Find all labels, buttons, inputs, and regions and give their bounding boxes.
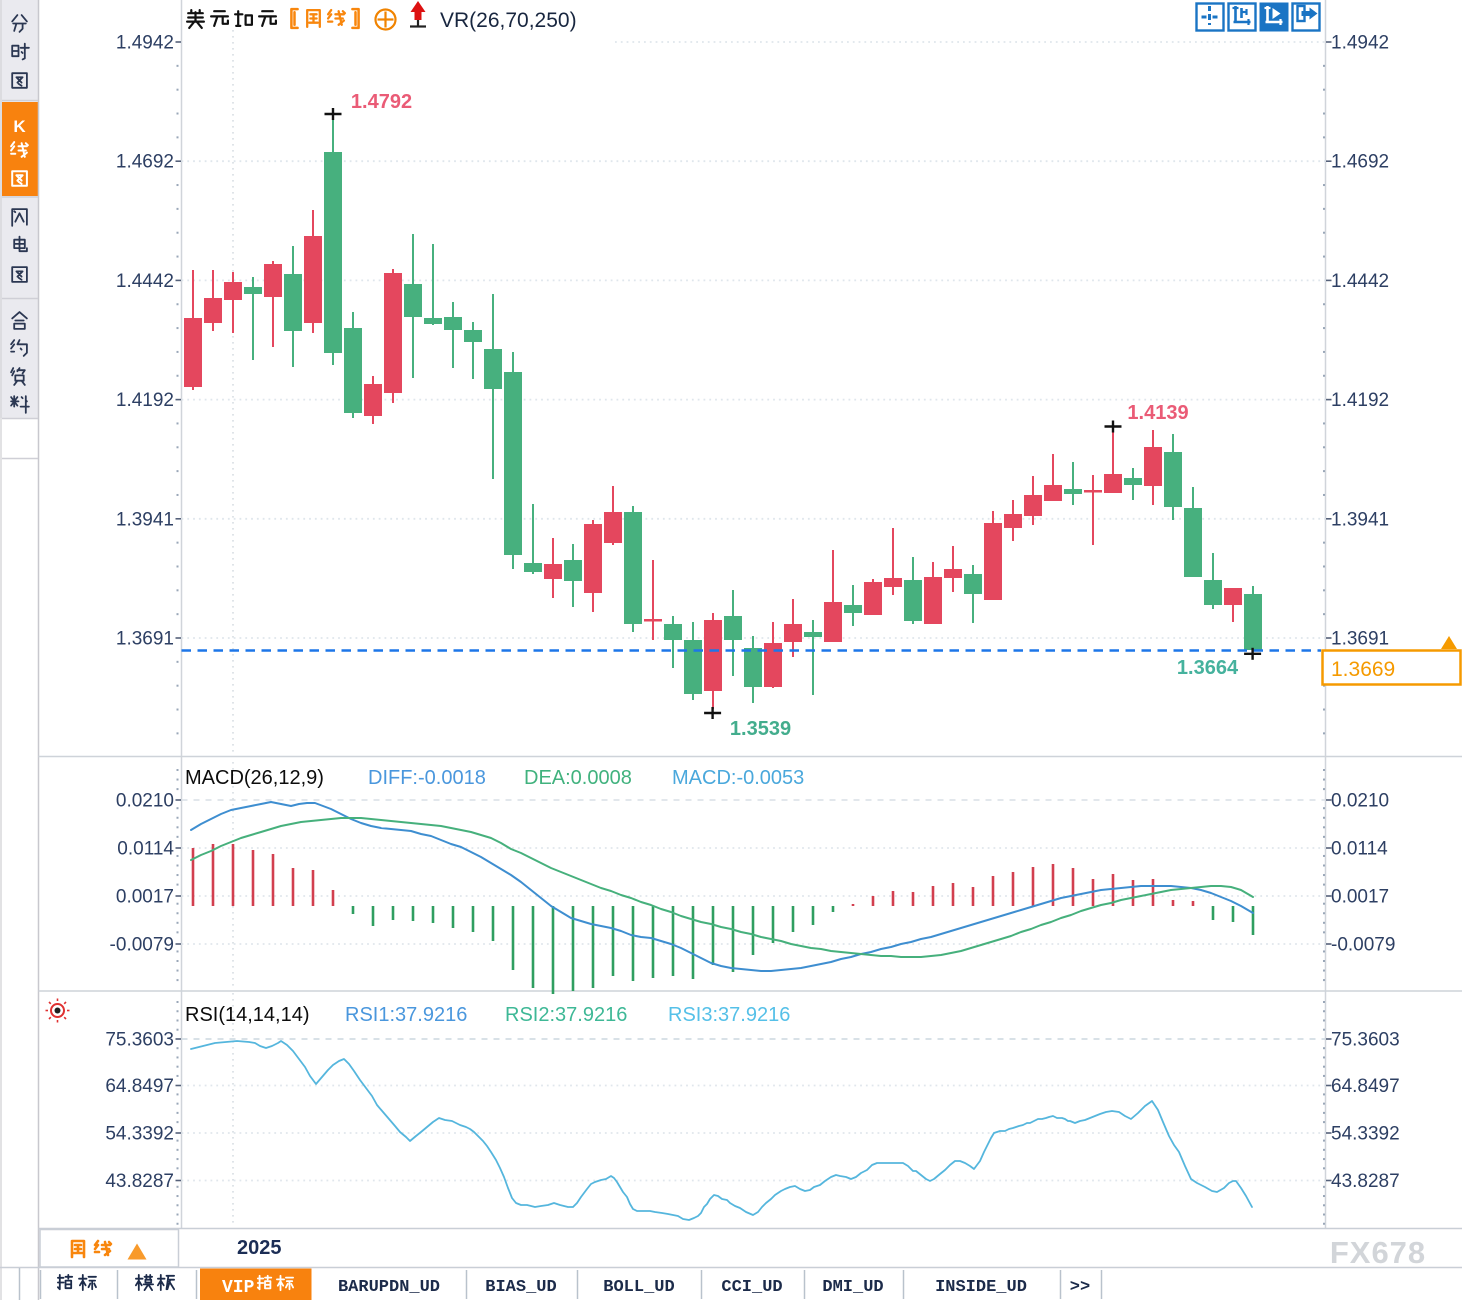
svg-text:1.3669: 1.3669 (1331, 658, 1395, 681)
svg-text:0.0017: 0.0017 (116, 887, 174, 908)
svg-text:1.4192: 1.4192 (1331, 390, 1389, 411)
svg-text:1.3941: 1.3941 (116, 509, 174, 530)
svg-text:1.4192: 1.4192 (116, 390, 174, 411)
svg-text:DMI_UD: DMI_UD (822, 1278, 883, 1297)
svg-text:1.3539: 1.3539 (730, 718, 791, 740)
svg-text:1.4942: 1.4942 (116, 33, 174, 54)
svg-text:75.3603: 75.3603 (1331, 1030, 1400, 1051)
svg-text:1.3691: 1.3691 (1331, 629, 1389, 650)
svg-text:1.4442: 1.4442 (116, 271, 174, 292)
svg-text:0.0017: 0.0017 (1331, 887, 1389, 908)
svg-text:1.4139: 1.4139 (1127, 402, 1188, 424)
svg-text:43.8287: 43.8287 (1331, 1171, 1400, 1192)
svg-text:VIP: VIP (222, 1278, 255, 1298)
svg-text:RSI2:37.9216: RSI2:37.9216 (505, 1004, 627, 1026)
svg-text:MACD(26,12,9): MACD(26,12,9) (185, 767, 324, 789)
svg-text:INSIDE_UD: INSIDE_UD (935, 1278, 1027, 1297)
svg-text:DIFF:-0.0018: DIFF:-0.0018 (368, 767, 486, 789)
svg-text:64.8497: 64.8497 (105, 1076, 174, 1097)
svg-text:75.3603: 75.3603 (105, 1030, 174, 1051)
svg-text:0.0114: 0.0114 (117, 839, 174, 860)
svg-text:FX678: FX678 (1330, 1235, 1426, 1270)
svg-text:1.4792: 1.4792 (351, 91, 412, 113)
svg-text:2025: 2025 (237, 1237, 282, 1259)
svg-text:BARUPDN_UD: BARUPDN_UD (338, 1278, 440, 1297)
svg-text:BOLL_UD: BOLL_UD (603, 1278, 674, 1297)
svg-text:-0.0079: -0.0079 (1331, 935, 1395, 956)
svg-text:1.4442: 1.4442 (1331, 271, 1389, 292)
svg-text:1.4942: 1.4942 (1331, 33, 1389, 54)
svg-text:0.0114: 0.0114 (1331, 839, 1388, 860)
svg-text:DEA:0.0008: DEA:0.0008 (524, 767, 632, 789)
svg-text:43.8287: 43.8287 (105, 1171, 174, 1192)
svg-text:54.3392: 54.3392 (1331, 1124, 1400, 1145)
svg-text:0.0210: 0.0210 (1331, 791, 1389, 812)
svg-text:RSI1:37.9216: RSI1:37.9216 (345, 1004, 467, 1026)
svg-text:RSI(14,14,14): RSI(14,14,14) (185, 1004, 310, 1026)
svg-text:K: K (13, 117, 26, 136)
svg-text:>>: >> (1070, 1278, 1090, 1297)
svg-text:1.3941: 1.3941 (1331, 509, 1389, 530)
svg-text:RSI3:37.9216: RSI3:37.9216 (668, 1004, 790, 1026)
svg-text:54.3392: 54.3392 (105, 1124, 174, 1145)
svg-text:CCI_UD: CCI_UD (721, 1278, 782, 1297)
svg-text:BIAS_UD: BIAS_UD (485, 1278, 556, 1297)
svg-text:1.3664: 1.3664 (1177, 657, 1239, 679)
svg-text:1.4692: 1.4692 (1331, 152, 1389, 173)
svg-text:-0.0079: -0.0079 (110, 935, 174, 956)
svg-text:0.0210: 0.0210 (116, 791, 174, 812)
svg-text:VR(26,70,250): VR(26,70,250) (440, 9, 577, 32)
svg-text:MACD:-0.0053: MACD:-0.0053 (672, 767, 804, 789)
svg-text:1.4692: 1.4692 (116, 152, 174, 173)
svg-text:1.3691: 1.3691 (116, 629, 174, 650)
svg-text:64.8497: 64.8497 (1331, 1076, 1400, 1097)
